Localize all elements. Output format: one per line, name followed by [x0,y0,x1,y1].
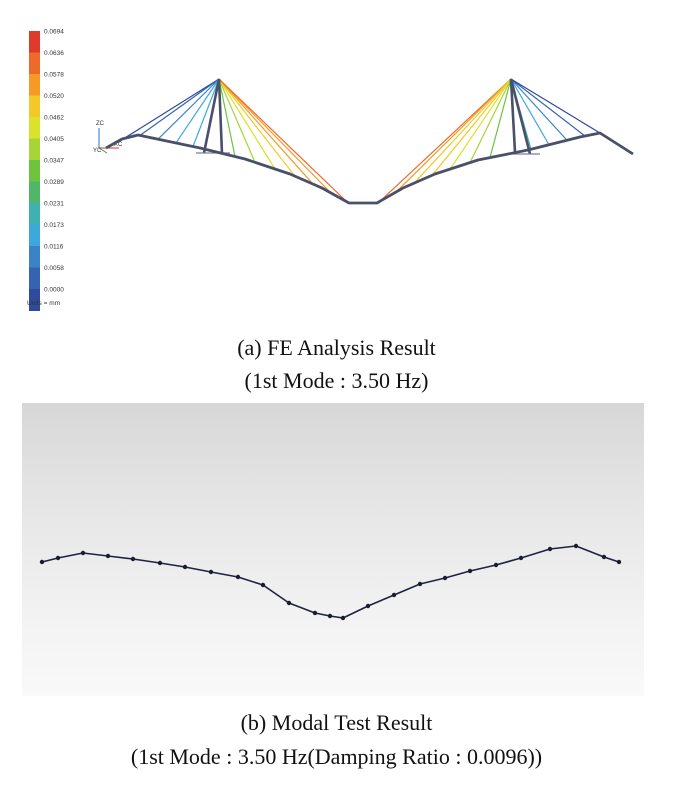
left-tower-cable [157,78,220,140]
right-tower-cable [510,78,586,137]
measurement-node [39,559,45,565]
left-tower-cable [218,78,348,203]
measurement-node [260,582,266,588]
legend-tick-label: 0.0289 [44,179,64,186]
measurement-node [130,556,136,562]
legend-color-band [29,31,40,53]
right-tower-cable [395,78,512,193]
legend-color-band [29,267,40,290]
measurement-node [573,543,579,549]
pylon-leg [202,78,221,154]
measurement-node [601,554,607,560]
legend-color-band [29,138,40,161]
legend-tick-label: 0.0636 [44,50,64,57]
axis-triad: ZC XC YC [93,121,123,154]
measurement-node [182,564,188,570]
measurement-node [467,568,473,574]
pylon-leg [217,78,224,155]
pylon-leg [509,78,532,155]
left-tower-cable [218,78,236,157]
right-tower-cable [449,78,512,170]
cable-stayed-structure [105,78,634,205]
caption-fe-title: (a) FE Analysis Result [237,335,436,360]
left-tower-cable [218,78,256,163]
legend-tick-label: 0.0405 [44,136,64,143]
deck-girder [105,131,634,205]
legend-color-band [29,289,40,311]
measurement-node [235,574,241,580]
legend-color-band [29,224,40,247]
axis-label-z: ZC [96,121,105,127]
legend-tick-label: 0.0694 [44,29,64,36]
measurement-node [365,603,371,609]
right-tower-cable [510,78,568,141]
measurement-node [80,550,86,556]
right-tower-cable [431,78,512,176]
legend-color-band [29,181,40,204]
left-tower-cable [218,78,314,185]
caption-fe-mode: (1st Mode : 3.50 Hz) [244,368,429,393]
measurement-node [55,555,61,561]
legend-color-band [29,95,40,118]
left-tower-cable [218,78,276,170]
left-tower-cable [192,78,220,147]
measurement-node [442,575,448,581]
measurement-node [208,569,214,575]
legend-color-band [29,160,40,182]
modal-test-plot [39,543,622,621]
legend-units-label: Units = mm [27,300,60,307]
legend-color-band [29,203,40,225]
left-tower-cable [218,78,296,177]
legend-tick-label: 0.0347 [44,158,64,165]
measurement-node [157,560,163,566]
legend-color-band [29,246,40,268]
right-tower-cable [379,78,512,202]
measurement-node [286,600,292,606]
left-tower-cable [139,78,220,136]
right-tower-cable [469,78,512,163]
measurement-node [327,613,333,619]
caption-test-title: (b) Modal Test Result [240,710,433,735]
mode-shape-line [41,545,620,619]
fe-analysis-panel: 0.0694 0.0636 0.0578 0.0520 0.0462 0.0405 0.03… [0,0,673,330]
measurement-node [518,555,524,561]
legend-color-band [29,117,40,139]
measurement-node [340,615,346,621]
axis-label-x: XC [114,142,123,148]
measurement-node [105,553,111,559]
pylon-leg [509,78,517,153]
measurement-node [616,559,622,565]
left-tower-cable [175,78,220,144]
right-tower-cable [489,78,512,158]
legend-tick-label: 0.0578 [44,72,64,79]
legend-tick-label: 0.0000 [44,287,64,294]
measurement-node [312,610,318,616]
color-legend: 0.0694 0.0636 0.0578 0.0520 0.0462 0.0405 0.03… [27,29,64,311]
caption-test-mode: (1st Mode : 3.50 Hz(Damping Ratio : 0.00… [130,744,543,769]
measured-mode-shape [39,543,622,621]
right-tower-cable [510,78,602,135]
legend-color-band [29,52,40,75]
measurement-node [547,546,553,552]
legend-color-band [29,74,40,96]
measurement-node [493,562,499,568]
measurement-node [391,592,397,598]
legend-tick-label: 0.0462 [44,115,64,122]
left-tower-cable [218,78,332,194]
legend-tick-label: 0.0058 [44,265,64,272]
left-tower-cable [123,78,220,140]
legend-tick-label: 0.0116 [44,244,64,251]
legend-tick-label: 0.0231 [44,201,64,208]
right-tower-cable [413,78,512,184]
legend-tick-label: 0.0520 [44,93,64,100]
measurement-node [417,581,423,587]
axis-label-y: YC [93,148,102,154]
fe-analysis-plot: 0.0694 0.0636 0.0578 0.0520 0.0462 0.0405 0.03… [27,29,634,311]
modal-test-panel [22,403,644,696]
legend-tick-label: 0.0173 [44,222,64,229]
right-tower-cable [510,78,550,146]
